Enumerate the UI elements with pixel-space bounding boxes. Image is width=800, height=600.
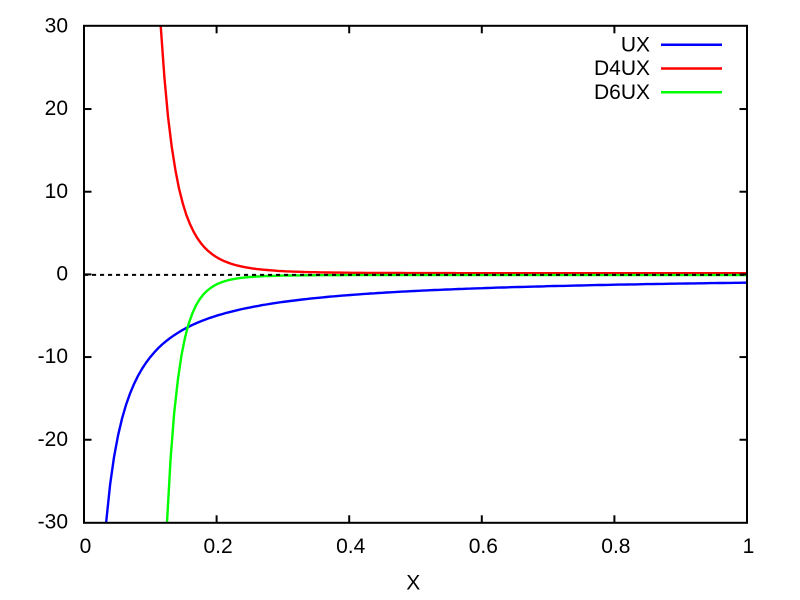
- svg-text:0.4: 0.4: [336, 535, 366, 558]
- svg-text:10: 10: [45, 180, 68, 203]
- svg-text:UX: UX: [621, 33, 650, 56]
- svg-text:20: 20: [45, 97, 68, 120]
- svg-text:-20: -20: [38, 428, 68, 451]
- svg-text:0.8: 0.8: [601, 535, 630, 558]
- svg-text:0.2: 0.2: [203, 535, 232, 558]
- svg-text:30: 30: [45, 15, 68, 38]
- svg-text:-30: -30: [38, 511, 68, 534]
- svg-text:0.6: 0.6: [469, 535, 498, 558]
- svg-text:1: 1: [743, 535, 755, 558]
- svg-text:-10: -10: [38, 345, 68, 368]
- svg-text:0: 0: [56, 263, 68, 286]
- svg-text:D4UX: D4UX: [594, 57, 650, 80]
- svg-text:X: X: [406, 572, 420, 595]
- svg-text:0: 0: [80, 535, 92, 558]
- svg-text:D6UX: D6UX: [594, 81, 650, 104]
